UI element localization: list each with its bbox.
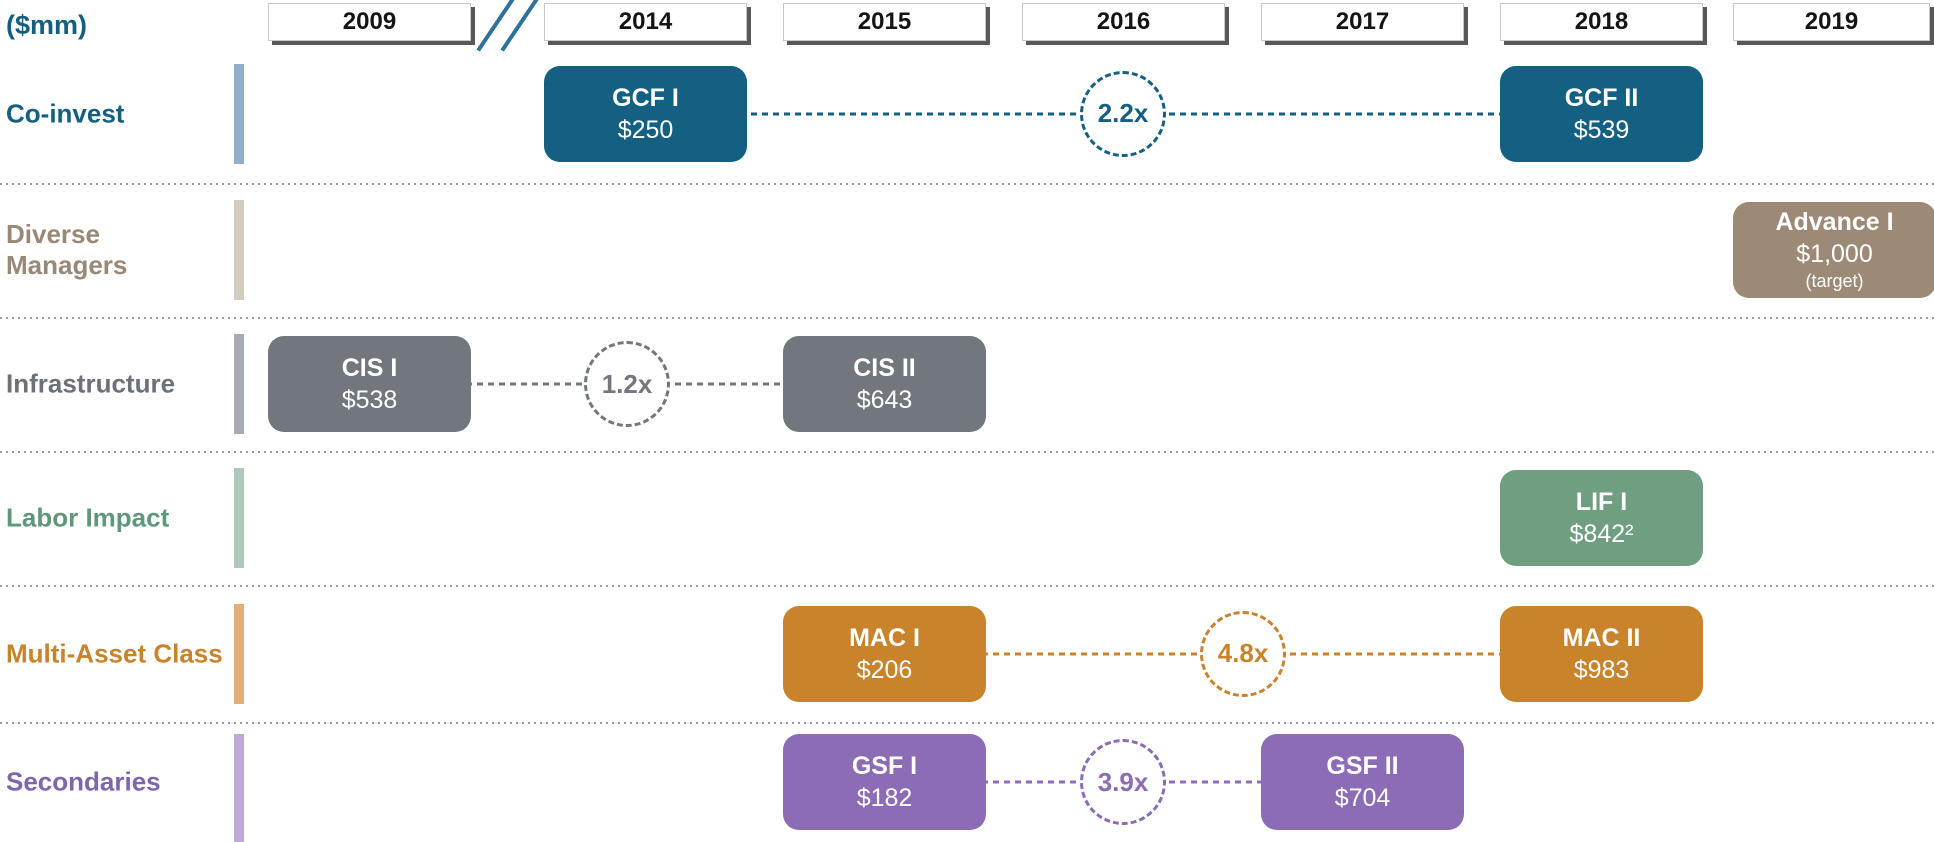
fund-card-gcf-1: GCF I $250 xyxy=(544,65,747,162)
fund-title: MAC II xyxy=(1562,623,1641,652)
fund-value: $539 xyxy=(1573,115,1630,144)
accent-bar-labor-impact xyxy=(234,468,244,568)
row-separator xyxy=(0,451,1934,453)
fund-value: $538 xyxy=(341,386,398,414)
fund-card-advance-1: Advance I $1,000 (target) xyxy=(1733,202,1934,298)
accent-bar-secondaries xyxy=(234,734,244,842)
year-header-2017: 2017 xyxy=(1261,3,1464,41)
fund-value: $704 xyxy=(1334,784,1391,812)
fund-target-note: (target) xyxy=(1805,271,1864,292)
row-labor-impact: Labor Impact LIF I $842² xyxy=(0,451,1934,585)
row-label-co-invest: Co-invest xyxy=(6,97,125,128)
row-label-diverse-managers: Diverse Managers xyxy=(6,218,128,280)
fund-card-cis-1: CIS I $538 xyxy=(268,336,471,432)
accent-bar-co-invest xyxy=(234,63,244,164)
year-header-2016: 2016 xyxy=(1022,3,1225,41)
growth-multiple-badge: 3.9x xyxy=(1080,739,1166,825)
row-separator xyxy=(0,317,1934,319)
row-diverse-managers: Diverse Managers Advance I $1,000 (targe… xyxy=(0,183,1934,317)
fund-card-mac-1: MAC I $206 xyxy=(783,605,986,702)
fund-card-mac-2: MAC II $983 xyxy=(1500,605,1703,702)
year-header-2015: 2015 xyxy=(783,3,986,41)
fund-value: $842² xyxy=(1569,520,1634,548)
row-separator xyxy=(0,183,1934,185)
fund-value: $983 xyxy=(1573,655,1630,684)
row-separator xyxy=(0,722,1934,724)
fund-card-gcf-2: GCF II $539 xyxy=(1500,65,1703,162)
fund-title: CIS II xyxy=(853,354,916,382)
fund-title: LIF I xyxy=(1575,488,1628,516)
accent-bar-infrastructure xyxy=(234,334,244,434)
row-co-invest: Co-invest GCF I $250 2.2x GCF II $539 xyxy=(0,44,1934,183)
fund-title: MAC I xyxy=(849,623,920,652)
row-label-secondaries: Secondaries xyxy=(6,766,161,797)
row-label-infrastructure: Infrastructure xyxy=(6,368,176,399)
fund-value: $643 xyxy=(856,386,913,414)
row-infrastructure: Infrastructure CIS I $538 1.2x CIS II $6… xyxy=(0,317,1934,451)
row-multi-asset-class: Multi-Asset Class MAC I $206 4.8x MAC II… xyxy=(0,585,1934,722)
growth-multiple-badge: 1.2x xyxy=(584,341,670,427)
unit-label: ($mm) xyxy=(6,10,88,40)
row-label-multi-asset-class: Multi-Asset Class xyxy=(6,637,223,668)
row-separator xyxy=(0,585,1934,587)
fund-title: Advance I xyxy=(1775,208,1894,237)
fund-card-cis-2: CIS II $643 xyxy=(783,336,986,432)
fund-value: $1,000 xyxy=(1796,240,1873,269)
accent-bar-multi-asset-class xyxy=(234,603,244,704)
fund-card-lif-1: LIF I $842² xyxy=(1500,470,1703,566)
fund-card-gsf-2: GSF II $704 xyxy=(1261,734,1464,830)
fund-value: $182 xyxy=(856,784,913,812)
year-header-2018: 2018 xyxy=(1500,3,1703,41)
growth-multiple-badge: 4.8x xyxy=(1200,610,1286,697)
fund-card-gsf-1: GSF I $182 xyxy=(783,734,986,830)
fund-title: GCF II xyxy=(1564,83,1639,112)
accent-bar-diverse-managers xyxy=(234,200,244,300)
fund-title: GSF I xyxy=(851,752,918,780)
row-secondaries: Secondaries GSF I $182 3.9x GSF II $704 xyxy=(0,722,1934,842)
year-header-2009: 2009 xyxy=(268,3,471,41)
fund-title: CIS I xyxy=(341,354,398,382)
year-header-2014: 2014 xyxy=(544,3,747,41)
fund-value: $250 xyxy=(617,115,674,144)
row-label-labor-impact: Labor Impact xyxy=(6,502,170,533)
growth-multiple-badge: 2.2x xyxy=(1080,70,1166,157)
fund-title: GSF II xyxy=(1326,752,1399,780)
fund-title: GCF I xyxy=(612,83,679,112)
fund-value: $206 xyxy=(856,655,913,684)
year-header-2019: 2019 xyxy=(1733,3,1930,41)
